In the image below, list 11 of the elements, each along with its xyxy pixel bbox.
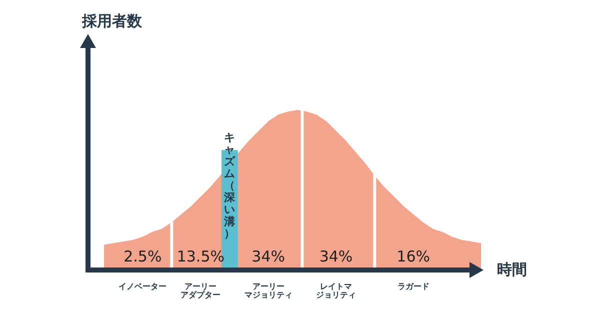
text: 採用者数 <box>81 12 143 30</box>
annotation: 34% <box>252 247 286 266</box>
annotation: 16% <box>396 247 430 266</box>
x-tick-label: アーリーマジョリティ <box>244 282 292 300</box>
x-tick-label: イノベーター <box>118 282 167 291</box>
annotation: 34% <box>319 247 353 266</box>
x-tick-label: アーリーアダプター <box>180 282 221 300</box>
annotation: 2.5% <box>124 247 162 266</box>
x-tick-label: レイトマジョリティ <box>316 282 356 300</box>
x-axis-title: 時間 <box>497 260 527 278</box>
x-tick-label: ラガード <box>397 282 430 291</box>
